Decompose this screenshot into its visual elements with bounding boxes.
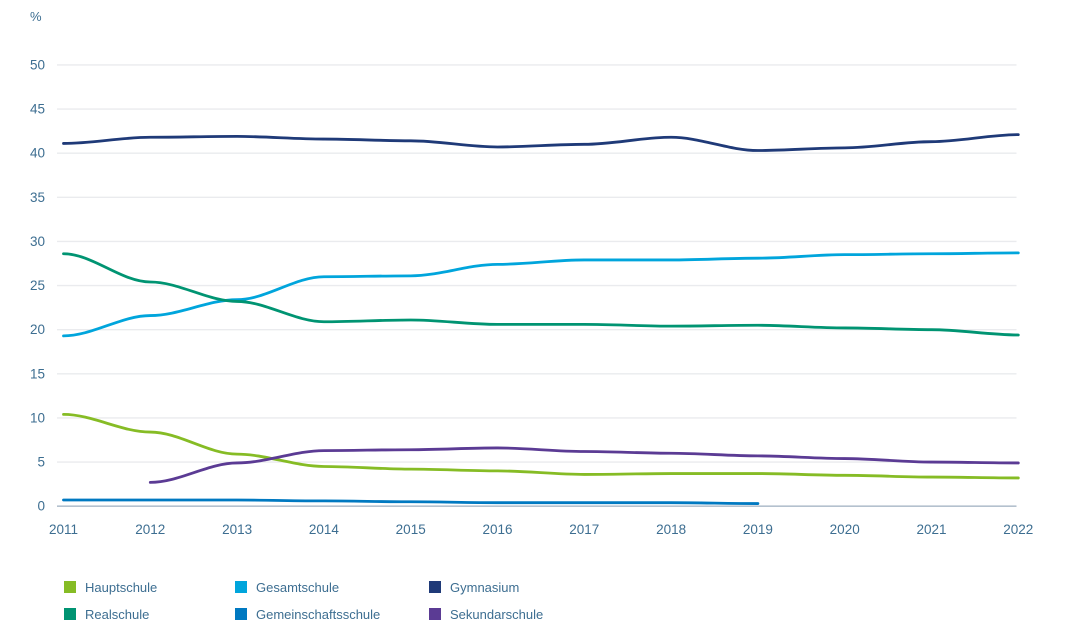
legend-item-sekundarschule: Sekundarschule — [429, 604, 543, 624]
y-tick-25: 25 — [30, 278, 45, 293]
x-tick-2021: 2021 — [916, 522, 946, 537]
legend-swatch-gesamtschule — [235, 581, 247, 593]
legend-label-gesamtschule: Gesamtschule — [256, 579, 340, 595]
y-tick-50: 50 — [30, 57, 45, 72]
y-tick-10: 10 — [30, 410, 45, 425]
y-tick-20: 20 — [30, 322, 45, 337]
x-tick-2020: 2020 — [830, 522, 860, 537]
y-tick-30: 30 — [30, 234, 45, 249]
x-tick-2012: 2012 — [135, 522, 165, 537]
y-tick-35: 35 — [30, 190, 45, 205]
chart-legend: Hauptschule Gesamtschule Gymnasium Realschu… — [64, 577, 543, 624]
legend-label-gymnasium: Gymnasium — [450, 579, 520, 595]
legend-item-realschule: Realschule — [64, 604, 235, 624]
legend-item-gymnasium: Gymnasium — [429, 577, 543, 597]
y-tick-40: 40 — [30, 146, 45, 161]
legend-swatch-sekundarschule — [429, 608, 441, 620]
y-axis-unit-label: % — [30, 9, 42, 24]
series-line-gemeinschaftsschule — [62, 498, 760, 505]
legend-label-gemeinschaftsschule: Gemeinschaftsschule — [256, 606, 381, 622]
legend-swatch-gemeinschaftsschule — [235, 608, 247, 620]
x-tick-2022: 2022 — [1003, 522, 1033, 537]
legend-swatch-hauptschule — [64, 581, 76, 593]
x-tick-2014: 2014 — [309, 522, 340, 537]
legend-item-hauptschule: Hauptschule — [64, 577, 235, 597]
x-tick-2013: 2013 — [222, 522, 252, 537]
y-tick-5: 5 — [37, 455, 45, 470]
x-tick-2018: 2018 — [656, 522, 686, 537]
x-tick-2017: 2017 — [569, 522, 599, 537]
legend-swatch-realschule — [64, 608, 76, 620]
series-line-hauptschule — [62, 413, 1020, 480]
x-tick-2015: 2015 — [396, 522, 426, 537]
series-line-gymnasium — [62, 133, 1020, 152]
legend-label-sekundarschule: Sekundarschule — [450, 606, 544, 622]
legend-swatch-gymnasium — [429, 581, 441, 593]
x-tick-2016: 2016 — [482, 522, 512, 537]
x-tick-2011: 2011 — [49, 522, 78, 537]
legend-item-gesamtschule: Gesamtschule — [235, 577, 429, 597]
legend-label-hauptschule: Hauptschule — [85, 579, 158, 595]
legend-item-gemeinschaftsschule: Gemeinschaftsschule — [235, 604, 429, 624]
series-line-sekundarschule — [148, 446, 1020, 484]
legend-label-realschule: Realschule — [85, 606, 150, 622]
series-line-realschule — [62, 252, 1020, 337]
y-tick-0: 0 — [37, 499, 45, 514]
y-tick-15: 15 — [30, 366, 45, 381]
y-tick-45: 45 — [30, 102, 45, 117]
x-tick-2019: 2019 — [743, 522, 773, 537]
